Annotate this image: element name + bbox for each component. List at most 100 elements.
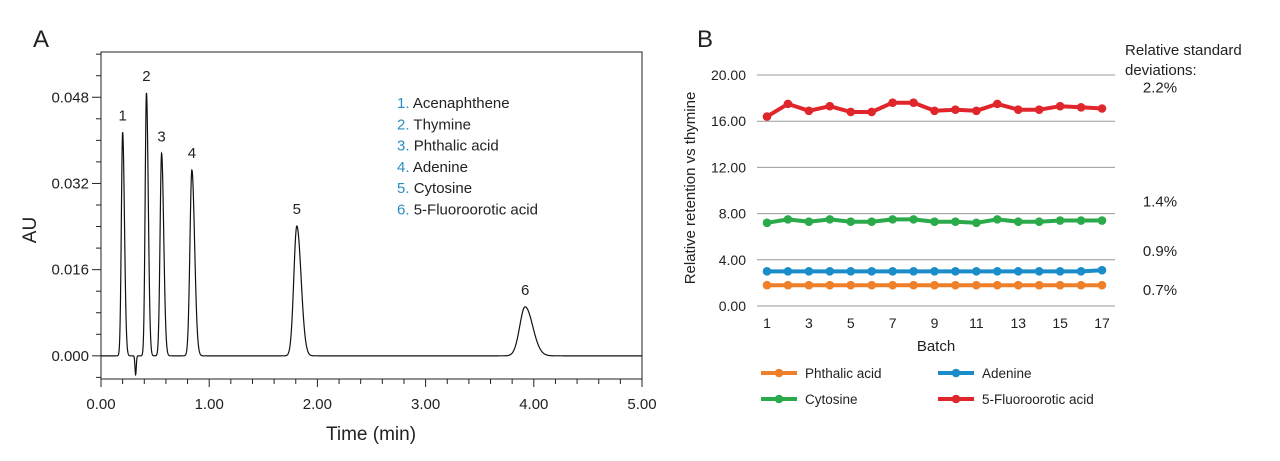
data-point xyxy=(972,106,981,116)
legend-number: 1. xyxy=(397,95,413,112)
data-point xyxy=(1055,101,1065,111)
data-point xyxy=(1055,280,1065,290)
legend-number: 5. xyxy=(397,180,414,197)
data-point xyxy=(804,267,814,276)
rsd-label: 0.7% xyxy=(1143,282,1177,299)
data-point xyxy=(972,218,981,228)
chromatogram-x-axis-label: Time (min) xyxy=(326,424,416,445)
data-point xyxy=(1097,216,1107,225)
data-point xyxy=(972,280,981,290)
y-tick-label: 0.000 xyxy=(51,348,89,365)
y-tick-label: 16.00 xyxy=(711,113,746,129)
data-point xyxy=(888,280,897,290)
rsd-title-line: Relative standard deviations: xyxy=(1125,42,1242,79)
data-point xyxy=(1034,280,1044,290)
legend-number: 4. xyxy=(397,159,413,176)
data-point xyxy=(930,267,939,276)
y-tick-label: 0.032 xyxy=(51,175,89,192)
data-point xyxy=(951,267,960,276)
peak-label: 3 xyxy=(157,128,165,145)
data-point xyxy=(867,217,876,226)
legend-marker xyxy=(951,368,961,378)
data-point xyxy=(804,217,814,226)
data-point xyxy=(783,215,793,224)
y-tick-label: 20.00 xyxy=(711,67,746,83)
y-tick-label: 0.00 xyxy=(719,298,746,314)
panel-b-label: B xyxy=(697,26,713,53)
chromatogram-trace xyxy=(101,92,642,377)
data-point xyxy=(825,267,835,276)
legend-name: Adenine xyxy=(413,159,468,176)
legend-marker xyxy=(951,394,961,404)
rsd-title-part1: Relative standard xyxy=(1125,42,1242,59)
data-point xyxy=(1097,265,1107,275)
data-point xyxy=(1013,267,1023,276)
data-point xyxy=(783,99,793,109)
legend-label: 5-Fluoroorotic acid xyxy=(982,392,1094,407)
peak-label: 4 xyxy=(188,145,196,162)
y-tick-label: 12.00 xyxy=(711,159,746,175)
data-point xyxy=(909,98,918,108)
legend-name: 5-Fluoroorotic acid xyxy=(414,202,538,219)
rsd-label: 2.2% xyxy=(1143,79,1177,96)
x-tick-label: 3 xyxy=(805,315,813,331)
data-point xyxy=(1097,280,1107,290)
data-point xyxy=(888,98,897,108)
peak-label: 6 xyxy=(521,282,529,299)
data-point xyxy=(909,280,918,290)
data-point xyxy=(930,217,939,226)
x-tick-label: 2.00 xyxy=(303,396,332,413)
data-point xyxy=(909,267,918,276)
retention-x-axis-label: Batch xyxy=(917,338,955,355)
data-point xyxy=(1055,267,1065,276)
legend-entry: 4. Adenine xyxy=(397,159,468,176)
data-point xyxy=(951,280,960,290)
legend-number: 3. xyxy=(397,138,414,155)
legend-entry: 6. 5-Fluoroorotic acid xyxy=(397,202,538,219)
data-point xyxy=(1076,216,1086,225)
data-point xyxy=(1034,105,1044,114)
data-point xyxy=(951,105,960,114)
x-tick-label: 7 xyxy=(889,315,897,331)
legend-entry: 5. Cytosine xyxy=(397,180,472,197)
legend-label: Cytosine xyxy=(805,392,858,407)
data-point xyxy=(951,217,960,226)
x-tick-label: 1.00 xyxy=(195,396,224,413)
legend-name: Acenaphthene xyxy=(413,95,510,112)
legend-marker xyxy=(774,368,784,378)
data-point xyxy=(930,280,939,290)
rsd-title-part2: deviations: xyxy=(1125,62,1197,79)
x-tick-label: 3.00 xyxy=(411,396,440,413)
rsd-label: 1.4% xyxy=(1143,194,1177,211)
data-point xyxy=(783,280,793,290)
data-point xyxy=(762,267,772,276)
data-point xyxy=(762,112,772,121)
data-point xyxy=(783,267,793,276)
peak-label: 1 xyxy=(118,107,126,124)
legend-name: Cytosine xyxy=(414,180,472,197)
x-tick-label: 17 xyxy=(1094,315,1110,331)
data-point xyxy=(993,99,1002,109)
data-point xyxy=(762,280,772,290)
data-point xyxy=(888,215,897,224)
legend-marker xyxy=(774,394,784,404)
y-tick-label: 0.048 xyxy=(51,89,89,106)
y-tick-label: 8.00 xyxy=(719,206,746,222)
data-point xyxy=(804,280,814,290)
x-tick-label: 4.00 xyxy=(519,396,548,413)
legend-number: 2. xyxy=(397,116,413,133)
data-point xyxy=(1097,104,1107,113)
data-point xyxy=(846,280,856,290)
data-point xyxy=(1013,280,1023,290)
legend-name: Thymine xyxy=(413,116,471,133)
legend-entry: 3. Phthalic acid xyxy=(397,138,499,155)
legend-number: 6. xyxy=(397,202,414,219)
data-point xyxy=(993,280,1002,290)
legend-entry: 2. Thymine xyxy=(397,116,471,133)
data-point xyxy=(846,267,856,276)
data-point xyxy=(762,218,772,228)
data-point xyxy=(1013,105,1023,114)
chromatogram-panel: 0.00 1.00 2.00 3.00 4.00 5.00 0.000 0.016 0.032 0… xyxy=(51,51,657,413)
